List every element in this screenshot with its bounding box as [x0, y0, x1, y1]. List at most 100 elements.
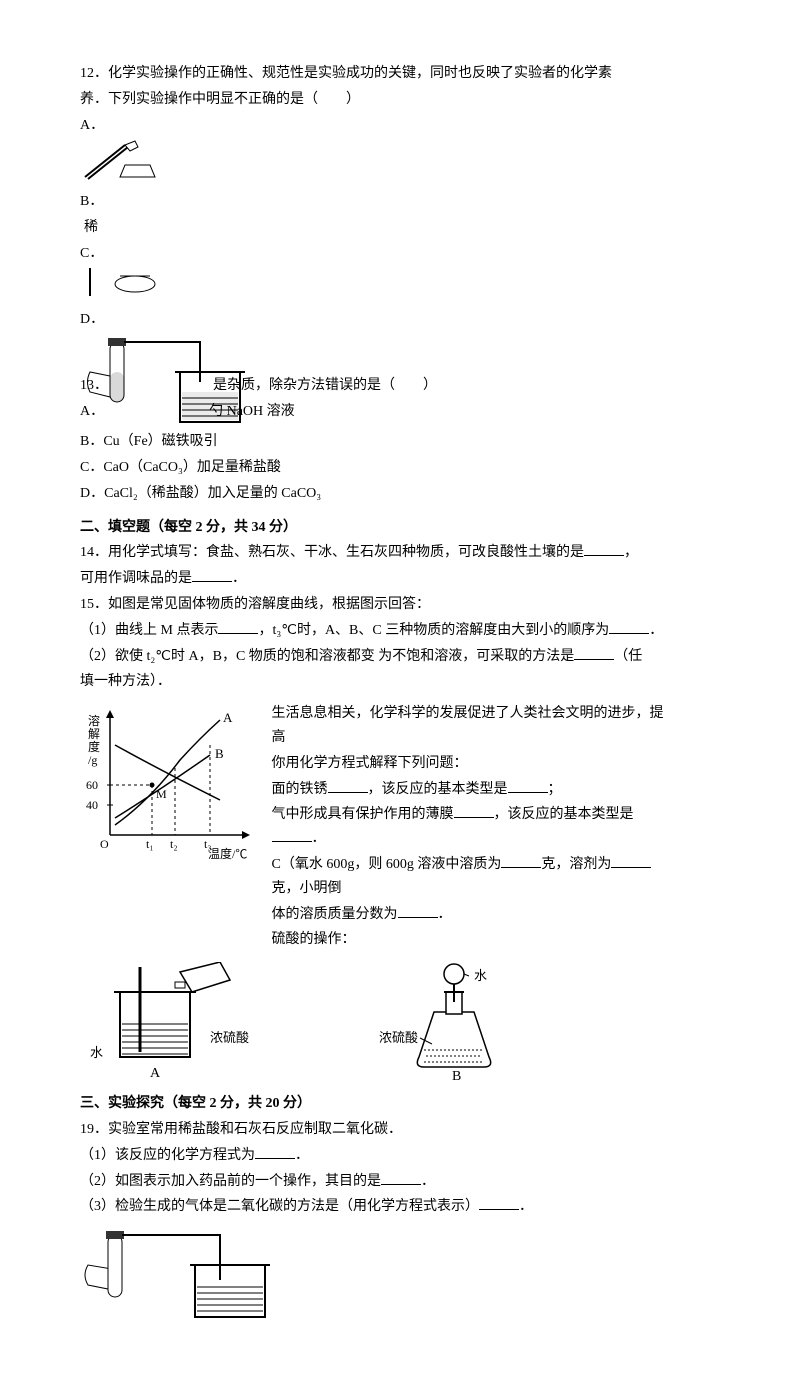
q12-option-d: D．	[80, 308, 720, 332]
q13-option-c: C．CaO（CaCO₃）加足量稀盐酸	[80, 456, 720, 480]
side-s4: 气中形成具有保护作用的薄膜 ，该反应的基本类型是 ．	[272, 803, 672, 851]
q14-l2-text: 可用作调味品的是	[80, 571, 192, 586]
q13-stem: 13． 是杂质，除杂方法错误的是（ ）	[80, 374, 580, 398]
side-s5: C（氧水 600g，则 600g 溶液中溶质为 克，溶剂为克，小明倒	[272, 853, 672, 901]
side-blank4	[272, 827, 312, 842]
q14-line1: 14．用化学式填写：食盐、熟石灰、干冰、生石灰四种物质，可改良酸性土壤的是 ，	[80, 541, 720, 565]
q19-figure	[80, 1225, 720, 1334]
q14-comma: ，	[624, 545, 638, 560]
side-s4a: 气中形成具有保护作用的薄膜	[272, 807, 454, 822]
q14-blank2	[192, 567, 232, 582]
q12-b-sub: 稀	[84, 216, 720, 240]
q12-stem-line2: 养．下列实验操作中明显不正确的是（ ）	[80, 88, 720, 112]
q15-line3: （2）欲使 t₂℃时 A，B，C 物质的饱和溶液都变 为不饱和溶液，可采取的方法…	[80, 645, 720, 669]
dilution-a-figure: 水 浓硫酸 A	[80, 962, 300, 1082]
dil-b-conc: 浓硫酸	[379, 1030, 418, 1045]
q19-blank2	[381, 1170, 421, 1185]
q12d-q13-figure-block: 13． 是杂质，除杂方法错误的是（ ） A． 勺 NaOH 溶液	[80, 332, 720, 428]
q19-l3b: ．	[421, 1174, 435, 1189]
q15-l2c: ．	[649, 623, 663, 638]
chart-ylabel2: 解	[88, 727, 100, 741]
side-s7: 硫酸的操作：	[272, 928, 672, 952]
side-s1: 生活息息相关，化学科学的发展促进了人类社会文明的进步，提高	[272, 702, 672, 750]
q15-l3a: （2）欲使 t₂℃时 A，B，C 物质的饱和溶液都变 为不饱和溶液，可采取的方法…	[80, 649, 574, 664]
solubility-chart: 溶 解 度 /g 60 40 A B M O t₁	[80, 700, 260, 860]
q12-d-label: D．	[80, 308, 104, 332]
q14-end: ．	[232, 571, 246, 586]
section-3-title: 三、实验探究（每空 2 分，共 20 分）	[80, 1092, 720, 1116]
chart-label-b: B	[215, 746, 224, 761]
side-s6: 体的溶质质量分数为 ．	[272, 903, 672, 927]
chart-ylabel1: 溶	[88, 713, 100, 728]
q19-line4: （3）检验生成的气体是二氧化碳的方法是（用化学方程式表示） ．	[80, 1195, 720, 1219]
q12-c-label: C．	[80, 242, 103, 266]
chart-t1: t₁	[146, 837, 154, 851]
q15-blank3	[574, 645, 614, 660]
solubility-block: 溶 解 度 /g 60 40 A B M O t₁	[80, 700, 720, 954]
side-s3b: ，该反应的基本类型是	[368, 782, 508, 797]
chart-origin: O	[100, 837, 109, 851]
q15-l2b: ，t₃℃时，A、B、C 三种物质的溶解度由大到小的顺序为	[258, 623, 609, 638]
q12-c-figure	[80, 266, 720, 309]
q12-option-c: C．	[80, 242, 720, 266]
dil-a-water: 水	[90, 1045, 103, 1060]
side-blank1	[328, 778, 368, 793]
side-blank5	[501, 853, 541, 868]
chart-label-a: A	[223, 710, 233, 725]
q19-line3: （2）如图表示加入药品前的一个操作，其目的是 ．	[80, 1170, 720, 1194]
dil-b-water: 水	[474, 968, 487, 983]
q15-l2a: （1）曲线上 M 点表示	[80, 623, 218, 638]
side-s4b: ，该反应的基本类型是	[494, 807, 634, 822]
dil-a-label: A	[150, 1066, 161, 1081]
side-blank3	[454, 803, 494, 818]
chart-ylabel4: /g	[88, 753, 97, 767]
chart-t2: t₂	[170, 837, 178, 851]
side-s6a: 体的溶质质量分数为	[272, 907, 398, 922]
side-s3: 面的铁锈 ，该反应的基本类型是 ；	[272, 778, 672, 802]
q12-option-b: B．	[80, 190, 720, 214]
q19-blank3	[479, 1195, 519, 1210]
side-s2: 你用化学方程式解释下列问题：	[272, 752, 672, 776]
chart-ylabel3: 度	[88, 739, 100, 754]
chart-label-m: M	[156, 787, 167, 801]
q14-blank1	[584, 541, 624, 556]
q19-l3a: （2）如图表示加入药品前的一个操作，其目的是	[80, 1174, 381, 1189]
dilution-figures: 水 浓硫酸 A 水 浓硫酸 B	[80, 962, 720, 1082]
chart-y40: 40	[86, 798, 98, 812]
side-s4c: ．	[312, 831, 326, 846]
document-page: 12．化学实验操作的正确性、规范性是实验成功的关键，同时也反映了实验者的化学素 …	[0, 0, 800, 1374]
chart-side-text: 生活息息相关，化学科学的发展促进了人类社会文明的进步，提高 你用化学方程式解释下…	[272, 700, 672, 954]
q12-b-label: B．	[80, 190, 103, 214]
q12-option-a: A．	[80, 114, 720, 138]
dil-b-label: B	[452, 1069, 461, 1082]
q12-stem-line1: 12．化学实验操作的正确性、规范性是实验成功的关键，同时也反映了实验者的化学素	[80, 62, 720, 86]
side-s5a: C（氧水 600g，则 600g 溶液中溶质为	[272, 857, 502, 872]
q13-option-b: B．Cu（Fe）磁铁吸引	[80, 430, 720, 454]
q14-line2: 可用作调味品的是 ．	[80, 567, 720, 591]
q12-a-figure	[80, 137, 720, 190]
side-s3c: ；	[548, 782, 562, 797]
q19-l2b: ．	[295, 1148, 309, 1163]
q13-option-d: D．CaCl₂（稀盐酸）加入足量的 CaCO₃	[80, 482, 720, 506]
side-blank6	[611, 853, 651, 868]
q15-line3c: 填一种方法）．	[80, 670, 720, 694]
chart-xlabel: 温度/℃	[208, 846, 247, 860]
section-2-title: 二、填空题（每空 2 分，共 34 分）	[80, 516, 720, 540]
q15-line1: 15．如图是常见固体物质的溶解度曲线，根据图示回答：	[80, 593, 720, 617]
q15-line2: （1）曲线上 M 点表示 ，t₃℃时，A、B、C 三种物质的溶解度由大到小的顺序为…	[80, 619, 720, 643]
chart-y60: 60	[86, 778, 98, 792]
q13-option-a: A． 勺 NaOH 溶液	[80, 400, 580, 424]
side-s6b: ．	[438, 907, 452, 922]
side-s5c: 克，小明倒	[272, 881, 342, 896]
side-s5b: 克，溶剂为	[541, 857, 611, 872]
q19-l4b: ．	[519, 1199, 533, 1214]
side-s3a: 面的铁锈	[272, 782, 328, 797]
q19-l4a: （3）检验生成的气体是二氧化碳的方法是（用化学方程式表示）	[80, 1199, 479, 1214]
side-blank2	[508, 778, 548, 793]
q14-l1-text: 14．用化学式填写：食盐、熟石灰、干冰、生石灰四种物质，可改良酸性土壤的是	[80, 545, 584, 560]
dilution-b-figure: 水 浓硫酸 B	[364, 962, 564, 1082]
q19-line1: 19．实验室常用稀盐酸和石灰石反应制取二氧化碳．	[80, 1118, 720, 1142]
q19-blank1	[255, 1144, 295, 1159]
q15-blank1	[218, 619, 258, 634]
q12-a-label: A．	[80, 114, 104, 138]
